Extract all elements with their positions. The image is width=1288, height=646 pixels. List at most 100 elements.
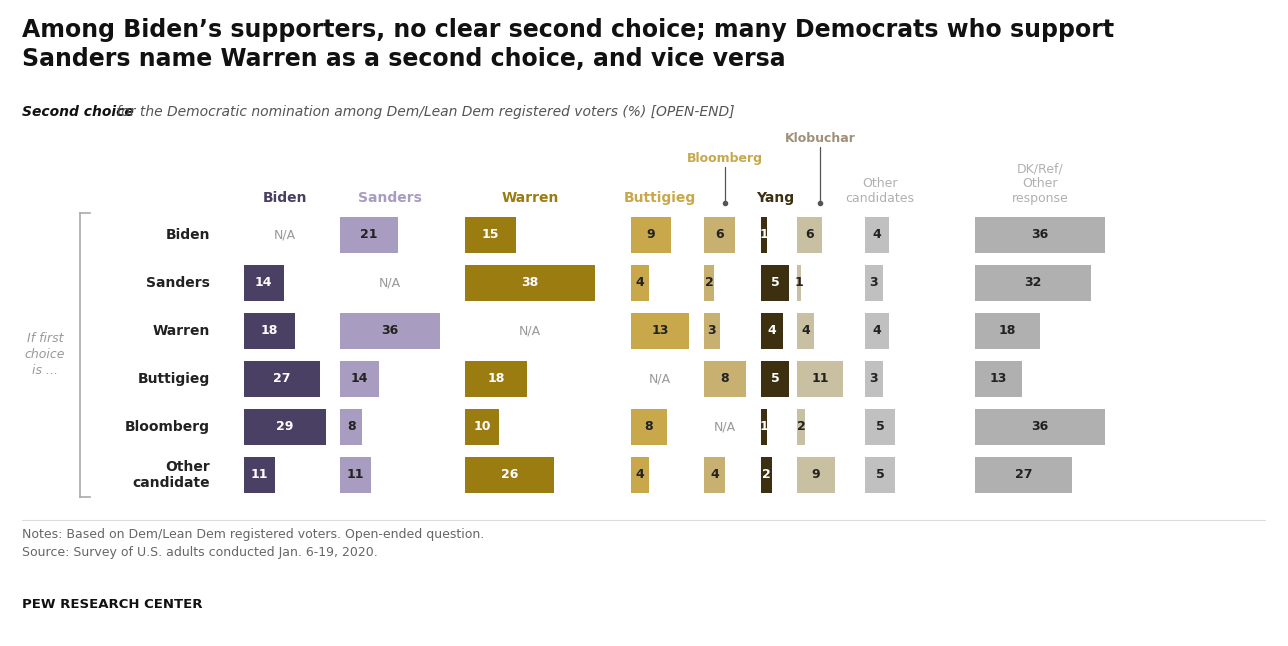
Text: 27: 27: [1015, 468, 1033, 481]
Bar: [631, 217, 671, 253]
Text: 3: 3: [869, 373, 878, 386]
Text: PEW RESEARCH CENTER: PEW RESEARCH CENTER: [22, 598, 202, 611]
Bar: [243, 409, 326, 445]
Text: 15: 15: [482, 229, 500, 242]
Text: Other
candidates: Other candidates: [845, 177, 914, 205]
Text: 26: 26: [501, 468, 518, 481]
Text: Second choice: Second choice: [22, 105, 134, 119]
Text: 4: 4: [710, 468, 719, 481]
Bar: [761, 265, 790, 301]
Text: 5: 5: [876, 421, 885, 433]
Text: 27: 27: [273, 373, 291, 386]
Text: 5: 5: [770, 276, 779, 289]
Bar: [631, 457, 649, 493]
Text: 6: 6: [715, 229, 724, 242]
Bar: [340, 457, 371, 493]
Bar: [631, 313, 689, 349]
Text: 14: 14: [350, 373, 368, 386]
Bar: [975, 265, 1091, 301]
Bar: [797, 457, 835, 493]
Bar: [866, 409, 895, 445]
Bar: [243, 313, 295, 349]
Bar: [797, 361, 844, 397]
Text: 36: 36: [381, 324, 398, 337]
Text: 4: 4: [635, 276, 644, 289]
Bar: [797, 265, 801, 301]
Bar: [705, 457, 725, 493]
Bar: [866, 265, 884, 301]
Text: 21: 21: [361, 229, 377, 242]
Bar: [705, 217, 735, 253]
Text: Buttigieg: Buttigieg: [138, 372, 210, 386]
Bar: [631, 409, 667, 445]
Text: N/A: N/A: [379, 276, 401, 289]
Text: 8: 8: [721, 373, 729, 386]
Text: 36: 36: [1032, 421, 1048, 433]
Text: 6: 6: [805, 229, 814, 242]
Text: Biden: Biden: [165, 228, 210, 242]
Bar: [705, 265, 715, 301]
Text: 8: 8: [346, 421, 355, 433]
Bar: [340, 361, 379, 397]
Bar: [761, 217, 766, 253]
Bar: [465, 265, 595, 301]
Bar: [975, 313, 1039, 349]
Text: Notes: Based on Dem/Lean Dem registered voters. Open-ended question.
Source: Sur: Notes: Based on Dem/Lean Dem registered …: [22, 528, 484, 559]
Text: 13: 13: [652, 324, 668, 337]
Text: 2: 2: [705, 276, 714, 289]
Text: 11: 11: [346, 468, 365, 481]
Bar: [975, 409, 1105, 445]
Text: Bloomberg: Bloomberg: [687, 152, 762, 165]
Text: Sanders: Sanders: [146, 276, 210, 290]
Bar: [975, 217, 1105, 253]
Bar: [243, 265, 283, 301]
Text: Warren: Warren: [501, 191, 559, 205]
Text: 3: 3: [869, 276, 878, 289]
Text: Biden: Biden: [263, 191, 308, 205]
Text: DK/Ref/
Other
response: DK/Ref/ Other response: [1011, 162, 1068, 205]
Text: 5: 5: [770, 373, 779, 386]
Text: 1: 1: [795, 276, 804, 289]
Text: 38: 38: [522, 276, 538, 289]
Bar: [465, 217, 516, 253]
Bar: [866, 457, 895, 493]
Text: 1: 1: [760, 421, 768, 433]
Bar: [243, 457, 276, 493]
Bar: [797, 217, 822, 253]
Text: 10: 10: [474, 421, 491, 433]
Bar: [797, 313, 814, 349]
Bar: [705, 361, 746, 397]
Text: 14: 14: [255, 276, 273, 289]
Bar: [340, 409, 362, 445]
Bar: [465, 457, 554, 493]
Text: 1: 1: [760, 229, 768, 242]
Text: 3: 3: [707, 324, 716, 337]
Text: Sanders: Sanders: [358, 191, 422, 205]
Bar: [243, 361, 321, 397]
Text: N/A: N/A: [649, 373, 671, 386]
Bar: [866, 313, 889, 349]
Bar: [705, 313, 720, 349]
Bar: [761, 409, 766, 445]
Text: 18: 18: [487, 373, 505, 386]
Text: 32: 32: [1024, 276, 1042, 289]
Text: Other
candidate: Other candidate: [133, 460, 210, 490]
Text: If first
choice
is ...: If first choice is ...: [24, 333, 66, 377]
Text: 11: 11: [811, 373, 828, 386]
Bar: [465, 409, 500, 445]
Bar: [866, 217, 889, 253]
Text: 4: 4: [801, 324, 810, 337]
Text: Bloomberg: Bloomberg: [125, 420, 210, 434]
Text: 4: 4: [873, 229, 881, 242]
Bar: [631, 265, 649, 301]
Text: N/A: N/A: [519, 324, 541, 337]
Bar: [797, 409, 805, 445]
Bar: [866, 361, 884, 397]
Bar: [975, 457, 1073, 493]
Bar: [761, 457, 773, 493]
Text: N/A: N/A: [274, 229, 296, 242]
Text: 36: 36: [1032, 229, 1048, 242]
Text: 9: 9: [811, 468, 820, 481]
Text: 5: 5: [876, 468, 885, 481]
Text: 18: 18: [998, 324, 1016, 337]
